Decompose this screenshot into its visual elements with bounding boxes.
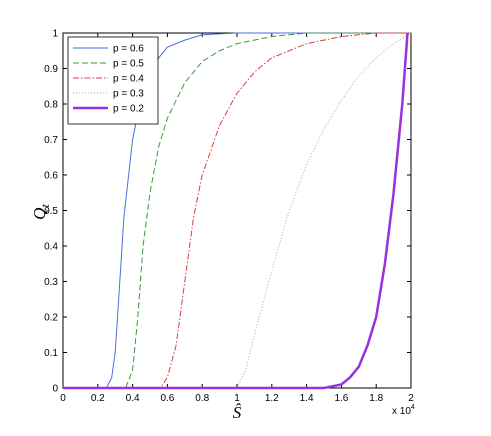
y-axis-label-sub: t	[38, 204, 52, 208]
series-line	[63, 32, 411, 389]
y-tick-label: 0.2	[44, 313, 58, 324]
y-axis-label: Qt	[30, 204, 52, 220]
x-tick-label: 0.2	[91, 393, 105, 404]
y-tick-label: 0.7	[44, 135, 58, 146]
x-tick-label: 0.6	[160, 393, 174, 404]
legend-box	[67, 36, 159, 125]
series-line	[63, 32, 411, 389]
x-tick-label: 0.4	[126, 393, 140, 404]
y-tick-label: 0.6	[44, 171, 58, 182]
y-tick-label: 0.3	[44, 277, 58, 288]
x-tick-label: 0	[60, 393, 66, 404]
legend-label: p = 0.5	[113, 59, 144, 70]
series-line	[63, 32, 409, 390]
x-tick-label: 1	[234, 393, 240, 404]
y-tick-label: 0	[52, 384, 58, 395]
y-tick-label: 0.1	[44, 348, 58, 359]
y-tick-label: 0.5	[44, 206, 58, 217]
x-tick-label: 1.4	[300, 393, 314, 404]
legend-label: p = 0.4	[113, 74, 144, 85]
y-tick-label: 0.9	[44, 64, 58, 75]
x-multiplier: x 104	[392, 404, 415, 417]
x-tick-label: 1.6	[334, 393, 348, 404]
legend-label: p = 0.2	[113, 104, 144, 115]
y-tick-label: 0.8	[44, 100, 58, 111]
legend-label: p = 0.3	[113, 89, 144, 100]
y-axis-label-main: Q	[30, 208, 49, 220]
x-multiplier-exp: 4	[411, 404, 415, 411]
series-line	[63, 32, 412, 389]
x-tick-label: 1.8	[369, 393, 383, 404]
x-tick-label: 2	[408, 393, 414, 404]
legend-label: p = 0.6	[113, 44, 144, 55]
x-multiplier-base: x 10	[392, 406, 411, 417]
x-tick-label: 0.8	[195, 393, 209, 404]
y-tick-label: 0.4	[44, 242, 58, 253]
y-tick-label: 1	[52, 29, 58, 40]
x-axis-label: Ŝ	[233, 403, 242, 422]
x-tick-label: 1.2	[265, 393, 279, 404]
